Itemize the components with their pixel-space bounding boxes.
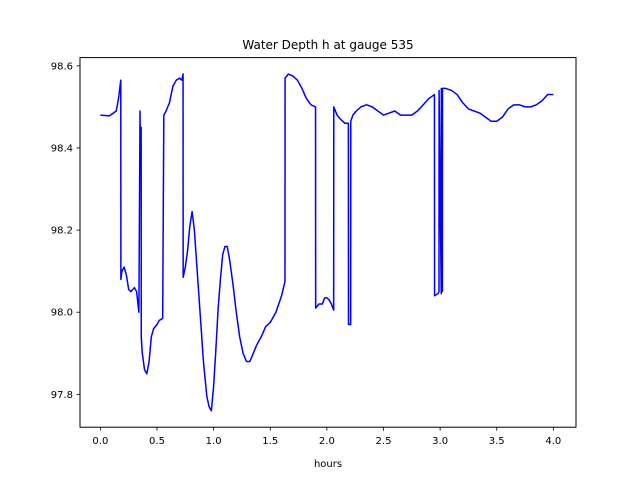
y-axis: 97.8 98.0 98.2 98.4 98.6	[51, 61, 80, 401]
y-tick-label: 98.0	[51, 308, 73, 319]
x-tick-label: 3.5	[489, 436, 505, 447]
x-tick-label: 4.0	[545, 436, 561, 447]
series-line-0	[100, 73, 554, 412]
x-tick-label: 0.5	[149, 436, 165, 447]
x-tick-label: 2.0	[319, 436, 335, 447]
plot-area	[79, 57, 577, 428]
axes-frame	[79, 57, 577, 428]
series-layer	[100, 73, 554, 412]
y-tick-label: 98.2	[51, 226, 73, 237]
x-tick-label: 3.0	[432, 436, 448, 447]
x-tick-label: 1.0	[206, 436, 222, 447]
x-tick-label: 2.5	[376, 436, 392, 447]
y-tick-label: 98.6	[51, 61, 73, 72]
x-axis-label: hours	[314, 459, 342, 470]
x-tick-label: 0.0	[92, 436, 108, 447]
y-tick-label: 98.4	[51, 143, 73, 154]
y-tick-label: 97.8	[51, 390, 73, 401]
x-tick-label: 1.5	[262, 436, 278, 447]
x-axis: 0.0 0.5 1.0 1.5 2.0 2.5 3.0 3.5 4.0	[92, 427, 561, 447]
chart-title: Water Depth h at gauge 535	[242, 38, 413, 52]
